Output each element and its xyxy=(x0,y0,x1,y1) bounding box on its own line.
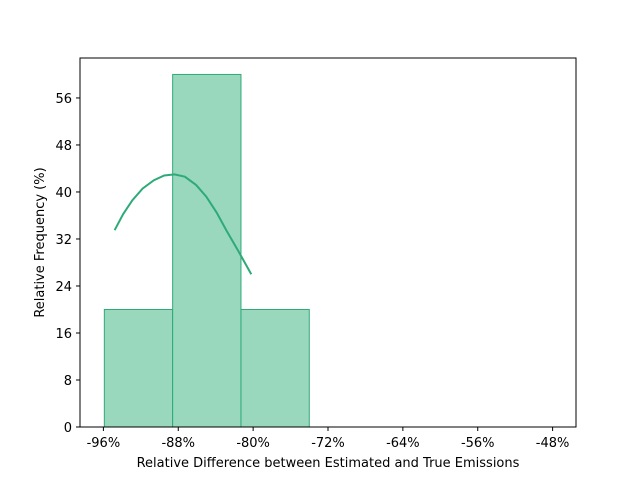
x-tick-label: -72% xyxy=(311,436,345,451)
x-tick-label: -56% xyxy=(461,436,495,451)
histogram-bar xyxy=(172,73,242,428)
x-axis-label: Relative Difference between Estimated an… xyxy=(137,456,520,471)
y-tick-label: 56 xyxy=(55,92,72,107)
x-tick-label: -96% xyxy=(87,436,121,451)
y-tick-label: 8 xyxy=(64,374,72,389)
y-tick-label: 40 xyxy=(55,186,72,201)
density-curve xyxy=(113,173,253,275)
curve-layer xyxy=(113,173,253,275)
y-axis-label: Relative Frequency (%) xyxy=(33,167,48,317)
ticks-layer: -96% -88% -80% -72% -64% -56% -48% 0 8 16 24 32 40 48… xyxy=(55,92,569,451)
x-tick-label: -64% xyxy=(386,436,420,451)
bars-layer xyxy=(103,73,310,428)
histogram-bar xyxy=(103,308,174,428)
x-tick-label: -48% xyxy=(536,436,570,451)
histogram-bar xyxy=(240,308,310,428)
x-tick-label: -88% xyxy=(161,436,195,451)
y-tick-label: 16 xyxy=(55,327,72,342)
y-tick-label: 48 xyxy=(55,139,72,154)
y-tick-label: 32 xyxy=(55,233,72,248)
y-tick-label: 24 xyxy=(55,280,72,295)
x-tick-label: -80% xyxy=(236,436,270,451)
y-tick-label: 0 xyxy=(64,421,72,436)
